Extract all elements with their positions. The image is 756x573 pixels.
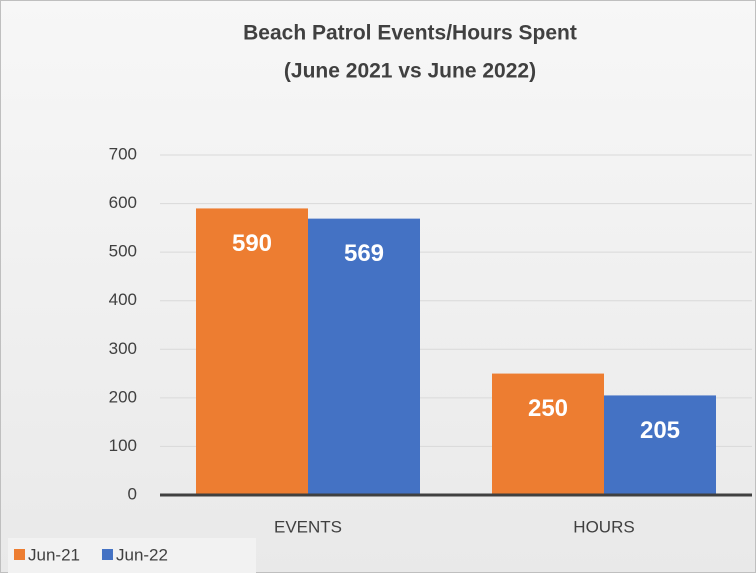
data-label: 569 bbox=[344, 240, 384, 267]
chart-subtitle: (June 2021 vs June 2022) bbox=[284, 60, 536, 83]
y-tick-label: 300 bbox=[109, 339, 137, 358]
y-tick-label: 500 bbox=[109, 242, 137, 261]
bar bbox=[604, 395, 716, 495]
data-label: 205 bbox=[640, 417, 680, 444]
y-tick-label: 400 bbox=[109, 290, 137, 309]
bar bbox=[308, 218, 420, 495]
bar bbox=[492, 373, 604, 495]
data-label: 250 bbox=[528, 395, 568, 422]
y-tick-label: 0 bbox=[128, 484, 137, 503]
y-tick-label: 600 bbox=[109, 193, 137, 212]
bar bbox=[196, 208, 308, 495]
y-tick-label: 100 bbox=[109, 436, 137, 455]
legend-swatch bbox=[14, 549, 25, 560]
legend-label: Jun-22 bbox=[116, 545, 168, 564]
x-tick-label: HOURS bbox=[573, 517, 634, 536]
chart-title: Beach Patrol Events/Hours Spent bbox=[243, 22, 577, 45]
y-tick-label: 200 bbox=[109, 387, 137, 406]
legend-label: Jun-21 bbox=[28, 545, 80, 564]
x-tick-label: EVENTS bbox=[274, 517, 342, 536]
data-label: 590 bbox=[232, 230, 272, 257]
legend-box bbox=[8, 538, 256, 573]
legend-swatch bbox=[101, 549, 113, 560]
y-tick-label: 700 bbox=[109, 144, 137, 163]
